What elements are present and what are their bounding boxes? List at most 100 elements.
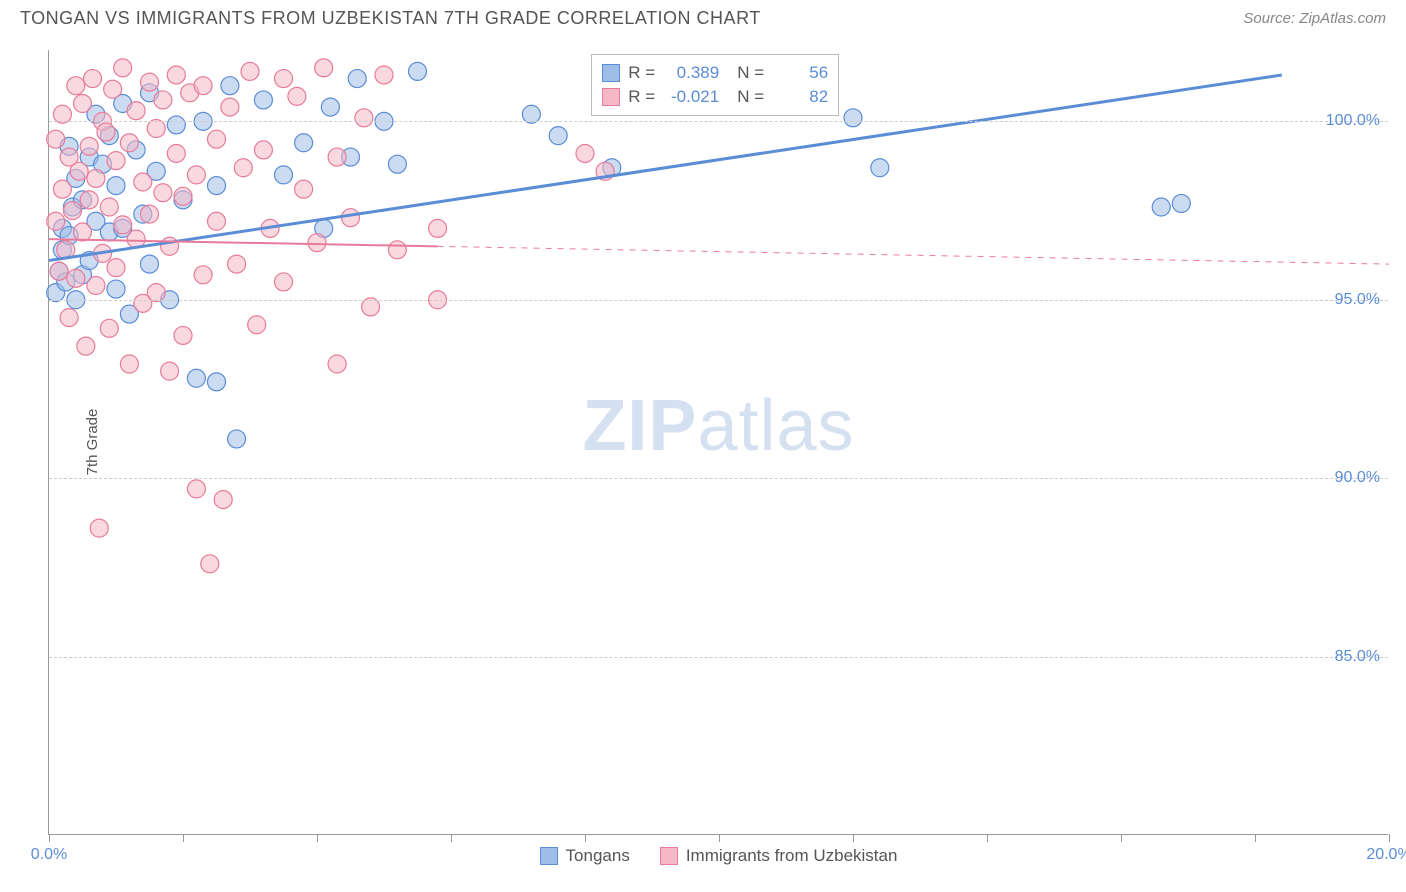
scatter-point xyxy=(63,202,81,220)
scatter-point xyxy=(47,130,65,148)
scatter-point xyxy=(295,180,313,198)
r-value: -0.021 xyxy=(663,87,719,107)
legend-item: Immigrants from Uzbekistan xyxy=(660,846,898,866)
legend-swatch xyxy=(660,847,678,865)
legend-item: Tongans xyxy=(540,846,630,866)
gridline-horizontal xyxy=(49,657,1388,658)
scatter-point xyxy=(50,262,68,280)
scatter-point xyxy=(221,77,239,95)
scatter-point xyxy=(295,134,313,152)
series-swatch xyxy=(602,88,620,106)
scatter-point xyxy=(107,259,125,277)
scatter-point xyxy=(77,337,95,355)
scatter-point xyxy=(141,255,159,273)
x-tick-mark xyxy=(451,834,452,842)
scatter-point xyxy=(53,180,71,198)
scatter-point xyxy=(114,216,132,234)
scatter-point xyxy=(576,144,594,162)
x-tick-mark xyxy=(585,834,586,842)
scatter-point xyxy=(84,70,102,88)
scatter-point xyxy=(844,109,862,127)
scatter-point xyxy=(167,144,185,162)
x-tick-mark xyxy=(317,834,318,842)
x-tick-mark xyxy=(1389,834,1390,842)
scatter-point xyxy=(194,266,212,284)
x-tick-mark xyxy=(1121,834,1122,842)
y-tick-label: 85.0% xyxy=(1335,648,1380,666)
scatter-point xyxy=(47,212,65,230)
scatter-point xyxy=(187,480,205,498)
scatter-point xyxy=(127,102,145,120)
scatter-point xyxy=(100,319,118,337)
scatter-point xyxy=(221,98,239,116)
gridline-horizontal xyxy=(49,478,1388,479)
scatter-point xyxy=(60,309,78,327)
legend-label: Immigrants from Uzbekistan xyxy=(686,846,898,866)
x-tick-label: 20.0% xyxy=(1366,846,1406,864)
scatter-point xyxy=(70,162,88,180)
chart-title: TONGAN VS IMMIGRANTS FROM UZBEKISTAN 7TH… xyxy=(20,8,761,29)
scatter-point xyxy=(87,169,105,187)
scatter-point xyxy=(187,166,205,184)
scatter-point xyxy=(80,137,98,155)
x-tick-label: 0.0% xyxy=(31,846,67,864)
series-swatch xyxy=(602,64,620,82)
scatter-point xyxy=(208,177,226,195)
scatter-point xyxy=(388,155,406,173)
scatter-point xyxy=(234,159,252,177)
scatter-point xyxy=(87,277,105,295)
chart-plot-area: 7th Grade ZIPatlas R =0.389N =56R =-0.02… xyxy=(48,50,1388,835)
x-tick-mark xyxy=(719,834,720,842)
scatter-point xyxy=(1172,194,1190,212)
scatter-point xyxy=(208,373,226,391)
n-value: 56 xyxy=(772,63,828,83)
scatter-point xyxy=(308,234,326,252)
y-tick-label: 90.0% xyxy=(1335,469,1380,487)
source-credit: Source: ZipAtlas.com xyxy=(1243,10,1386,27)
scatter-point xyxy=(107,280,125,298)
gridline-horizontal xyxy=(49,121,1388,122)
scatter-point xyxy=(228,255,246,273)
scatter-point xyxy=(228,430,246,448)
r-label: R = xyxy=(628,87,655,107)
scatter-point xyxy=(104,80,122,98)
trend-line-dashed xyxy=(438,246,1389,264)
scatter-point xyxy=(80,191,98,209)
scatter-point xyxy=(134,173,152,191)
scatter-point xyxy=(208,130,226,148)
scatter-point xyxy=(167,66,185,84)
scatter-point xyxy=(154,184,172,202)
scatter-point xyxy=(107,177,125,195)
scatter-point xyxy=(254,91,272,109)
scatter-point xyxy=(154,91,172,109)
y-tick-label: 100.0% xyxy=(1326,112,1380,130)
scatter-point xyxy=(254,141,272,159)
scatter-point xyxy=(321,98,339,116)
scatter-point xyxy=(388,241,406,259)
scatter-point xyxy=(174,187,192,205)
scatter-point xyxy=(141,73,159,91)
y-tick-label: 95.0% xyxy=(1335,291,1380,309)
scatter-point xyxy=(107,152,125,170)
scatter-point xyxy=(100,198,118,216)
scatter-point xyxy=(208,212,226,230)
scatter-point xyxy=(429,219,447,237)
r-value: 0.389 xyxy=(663,63,719,83)
scatter-point xyxy=(161,362,179,380)
scatter-point xyxy=(248,316,266,334)
scatter-point xyxy=(67,269,85,287)
scatter-point xyxy=(328,148,346,166)
scatter-point xyxy=(141,205,159,223)
x-tick-mark xyxy=(853,834,854,842)
scatter-point xyxy=(275,70,293,88)
scatter-point xyxy=(67,77,85,95)
n-label: N = xyxy=(737,87,764,107)
scatter-point xyxy=(342,209,360,227)
scatter-point xyxy=(275,166,293,184)
stats-row: R =0.389N =56 xyxy=(602,61,828,85)
scatter-point xyxy=(174,326,192,344)
bottom-legend: Tongans Immigrants from Uzbekistan xyxy=(540,846,898,866)
scatter-point xyxy=(120,355,138,373)
n-label: N = xyxy=(737,63,764,83)
scatter-point xyxy=(375,66,393,84)
